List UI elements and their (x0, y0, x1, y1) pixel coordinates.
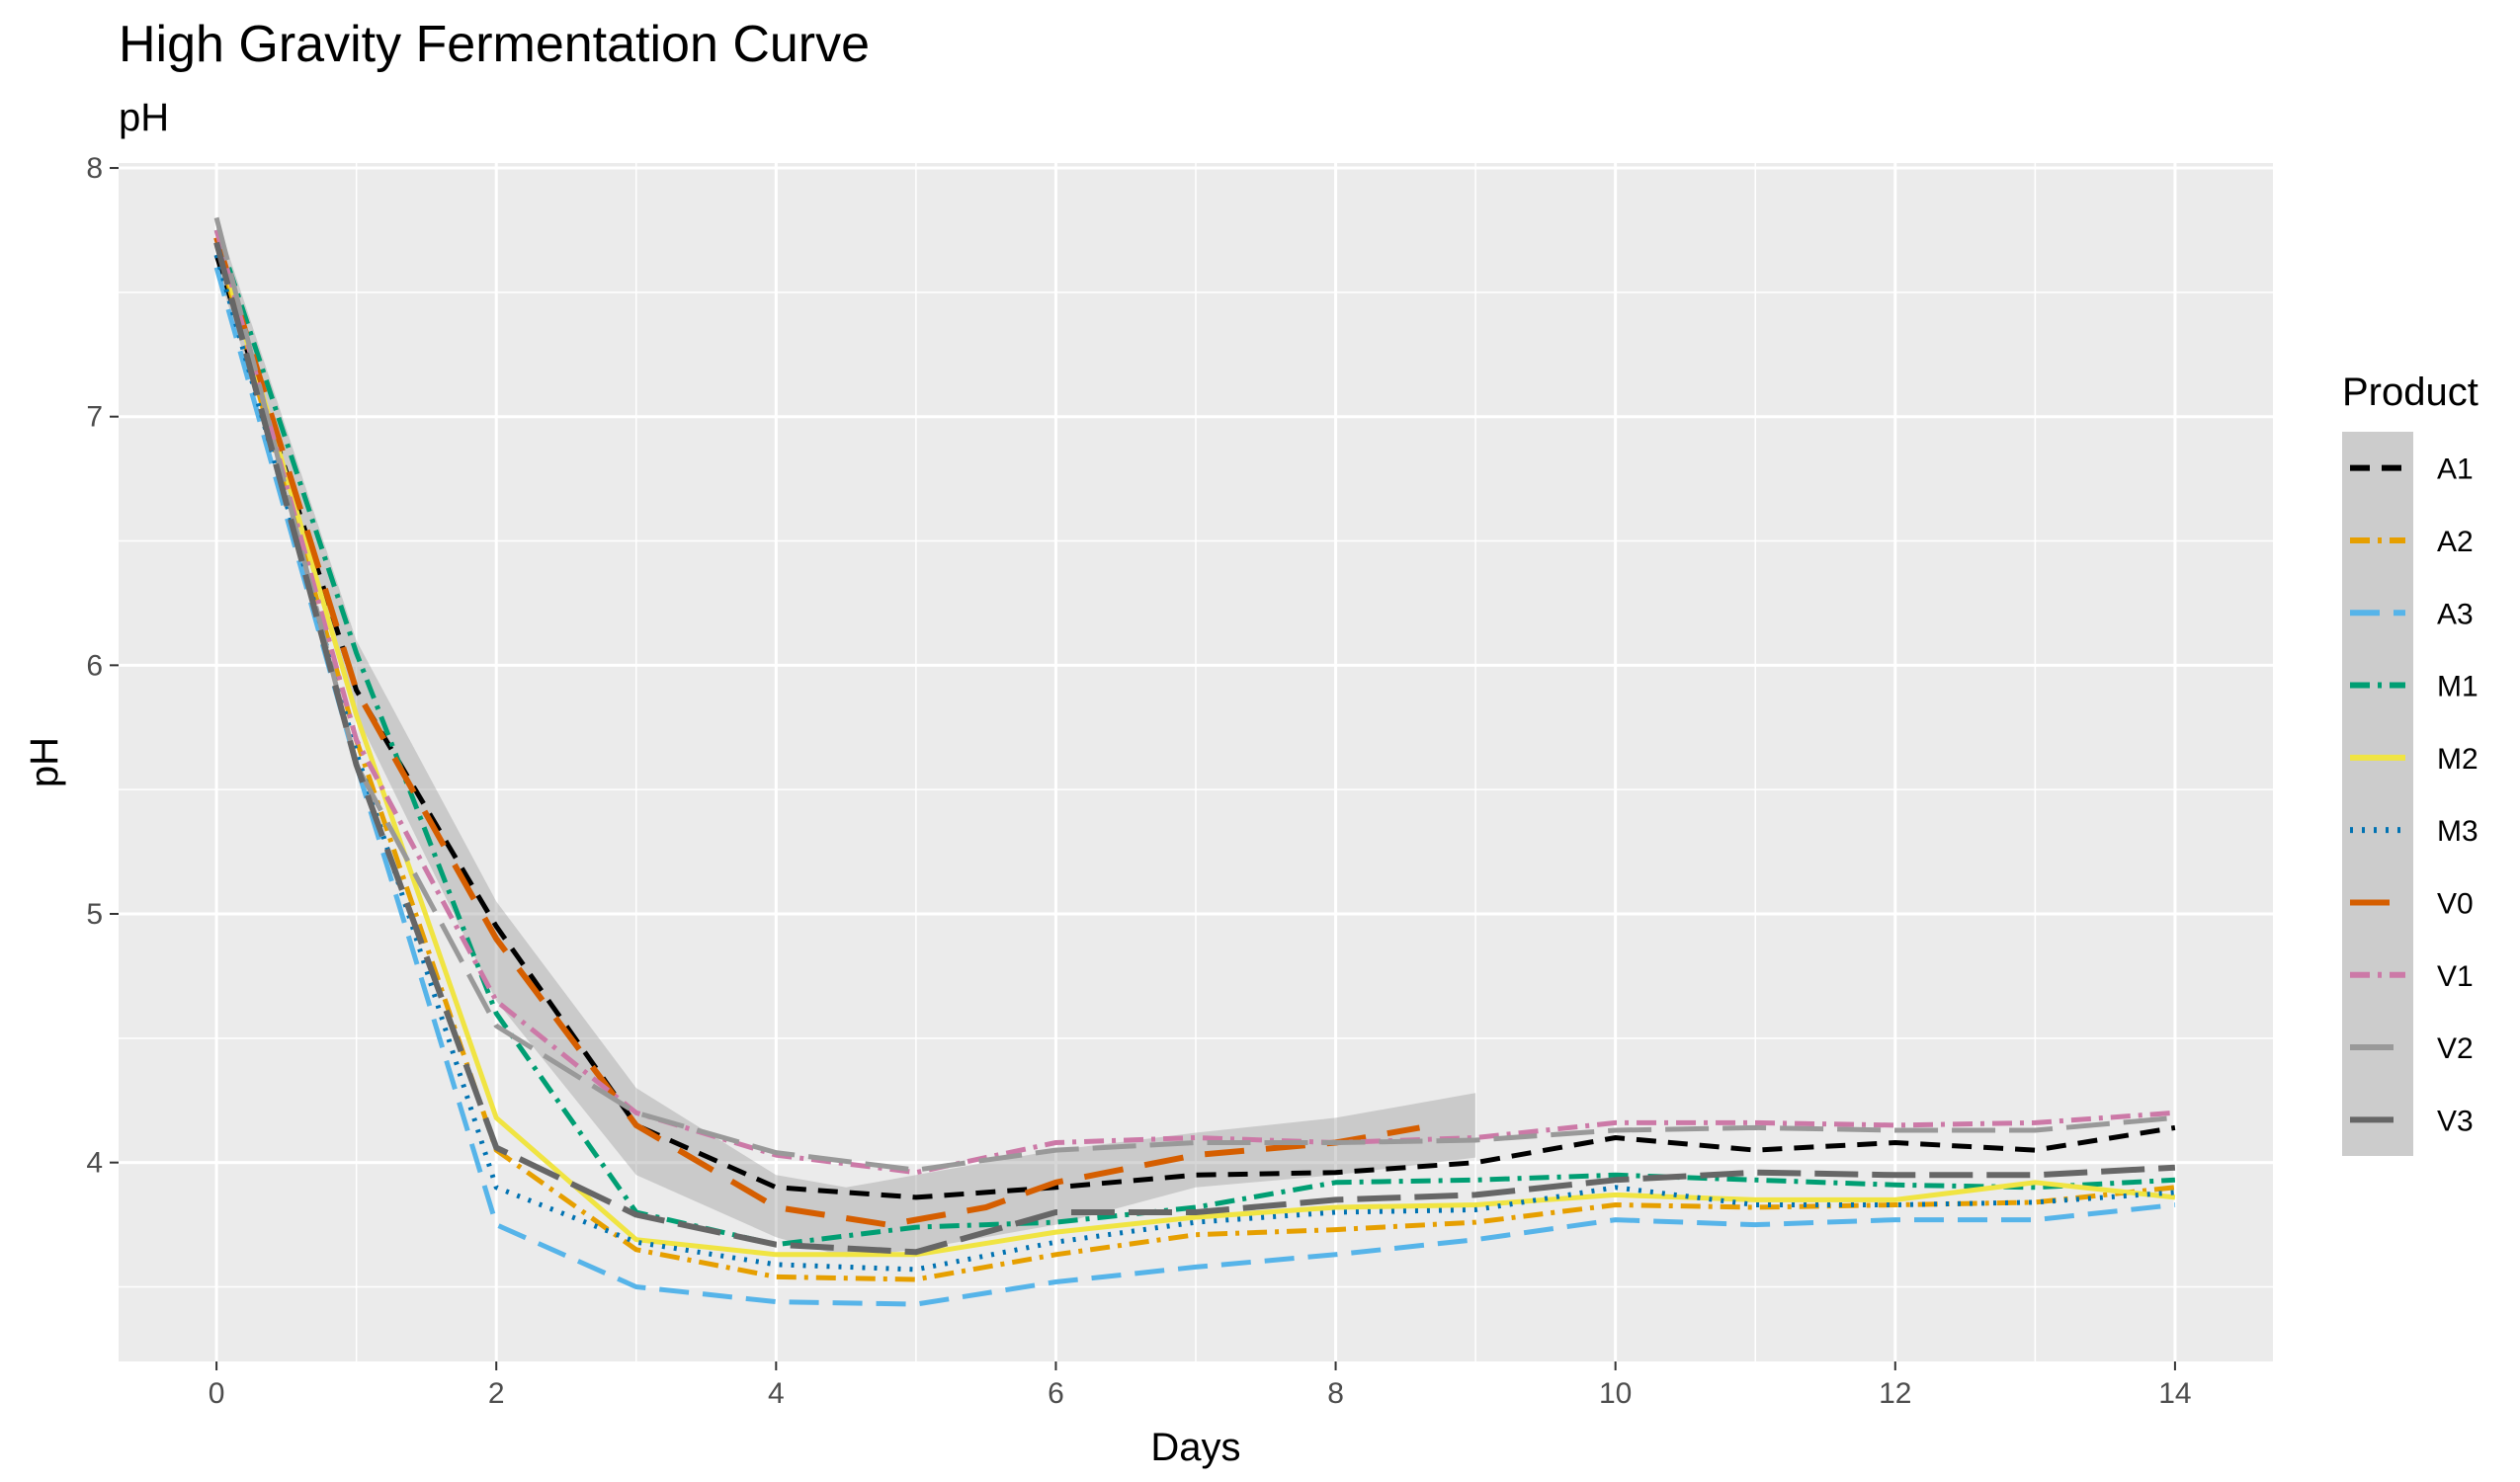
series-line-m2 (213, 236, 2176, 1258)
legend-label-v2: V2 (2437, 1032, 2474, 1065)
legend-items: A1 A2 A3 M1 M2 M3 V0 V1 V2 V3 (2350, 453, 2478, 1137)
series-line-v0 (213, 236, 1421, 1228)
y-tick-label: 6 (86, 649, 103, 682)
y-axis-title: pH (23, 737, 66, 787)
series-line-a3 (213, 267, 2176, 1307)
chart-subtitle: pH (119, 96, 169, 139)
axes: 0 2 4 6 8 10 12 14 4 5 6 7 8 (86, 152, 2191, 1410)
series-line-v3 (213, 241, 2176, 1256)
series-line-m1 (213, 229, 2176, 1248)
x-tick-label: 14 (2158, 1377, 2191, 1410)
legend-label-m2: M2 (2437, 743, 2478, 776)
confidence-ribbon (216, 217, 1476, 1258)
x-tick-label: 12 (1879, 1377, 1911, 1410)
chart-title: High Gravity Fermentation Curve (119, 16, 870, 73)
series-line-v2 (213, 216, 2176, 1173)
series-line-a2 (213, 241, 2176, 1282)
legend-label-a2: A2 (2437, 526, 2474, 558)
x-tick-label: 2 (488, 1377, 505, 1410)
series-line-v1 (213, 229, 2176, 1176)
series-layer (213, 216, 2176, 1307)
y-tick-label: 5 (86, 898, 103, 931)
y-tick-label: 8 (86, 152, 103, 185)
legend-label-a1: A1 (2437, 453, 2474, 486)
grid-lines (119, 163, 2273, 1361)
y-tick-label: 7 (86, 401, 103, 434)
confidence-ribbon-layer (216, 217, 1476, 1258)
legend-label-m1: M1 (2437, 671, 2478, 703)
y-tick-label: 4 (86, 1147, 103, 1180)
legend-label-v0: V0 (2437, 887, 2474, 920)
legend-label-v1: V1 (2437, 960, 2474, 993)
x-tick-label: 0 (209, 1377, 225, 1410)
legend-label-a3: A3 (2437, 598, 2474, 630)
x-tick-label: 6 (1048, 1377, 1064, 1410)
x-tick-label: 4 (768, 1377, 785, 1410)
legend: Product A1 A2 A3 M1 M2 M3 V0 V1 V2 V3 (2342, 370, 2478, 1156)
x-axis-title: Days (1150, 1426, 1240, 1469)
legend-title: Product (2342, 370, 2478, 414)
x-tick-label: 10 (1599, 1377, 1632, 1410)
legend-label-v3: V3 (2437, 1105, 2474, 1137)
legend-label-m3: M3 (2437, 815, 2478, 848)
legend-key-background (2342, 432, 2413, 1156)
x-tick-label: 8 (1327, 1377, 1344, 1410)
